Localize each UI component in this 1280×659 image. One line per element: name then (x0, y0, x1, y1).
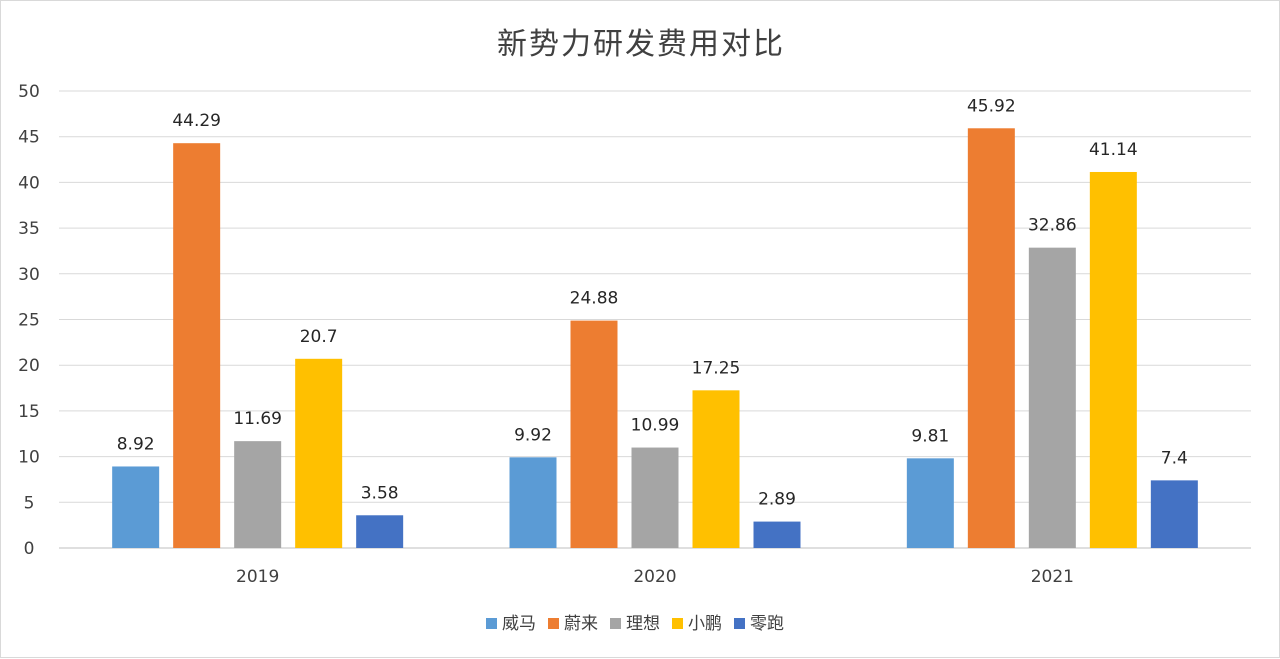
y-tick-label: 15 (18, 402, 40, 422)
chart-title: 新势力研发费用对比 (497, 27, 785, 62)
data-label: 41.14 (1089, 140, 1138, 160)
data-label: 3.58 (361, 483, 399, 503)
y-tick-label: 40 (18, 173, 40, 193)
y-tick-label: 35 (18, 219, 40, 239)
x-tick-label: 2019 (236, 567, 279, 587)
legend-swatch (734, 618, 745, 629)
data-label: 24.88 (570, 289, 619, 309)
x-tick-label: 2021 (1031, 567, 1074, 587)
data-label: 20.7 (300, 327, 338, 347)
y-tick-label: 5 (24, 493, 35, 513)
bar (631, 447, 679, 548)
y-tick-label: 25 (18, 311, 40, 331)
data-label: 17.25 (692, 358, 741, 378)
bar (112, 466, 160, 548)
data-label: 11.69 (233, 409, 282, 429)
bar (967, 128, 1015, 548)
legend-label: 小鹏 (688, 614, 722, 634)
data-label: 10.99 (631, 416, 680, 436)
y-tick-label: 0 (24, 539, 35, 559)
y-tick-label: 50 (18, 82, 40, 102)
bar (1028, 247, 1076, 548)
bar (1089, 171, 1137, 548)
bar (509, 457, 557, 548)
data-label: 7.4 (1161, 448, 1188, 468)
x-tick-label: 2020 (633, 567, 676, 587)
data-label: 44.29 (172, 111, 221, 131)
data-label: 8.92 (117, 434, 155, 454)
bar (753, 521, 801, 548)
bar (692, 390, 740, 548)
y-tick-label: 45 (18, 128, 40, 148)
legend-swatch (486, 618, 497, 629)
bar (570, 320, 618, 548)
legend-swatch (672, 618, 683, 629)
data-label: 9.92 (514, 425, 552, 445)
data-label: 9.81 (911, 426, 949, 446)
legend-label: 理想 (626, 614, 660, 634)
data-label: 2.89 (758, 490, 796, 510)
bar (295, 358, 343, 548)
bar (234, 441, 282, 548)
data-label: 32.86 (1028, 216, 1077, 236)
bar (173, 143, 221, 549)
legend-swatch (548, 618, 559, 629)
bar (1150, 480, 1198, 548)
legend-swatch (610, 618, 621, 629)
bar (906, 458, 954, 548)
legend-label: 蔚来 (564, 614, 598, 634)
y-tick-label: 20 (18, 356, 40, 376)
y-tick-label: 10 (18, 448, 40, 468)
y-tick-label: 30 (18, 265, 40, 285)
legend-label: 威马 (502, 614, 536, 634)
legend-label: 零跑 (750, 614, 784, 634)
data-label: 45.92 (967, 96, 1016, 116)
bar (356, 515, 404, 548)
